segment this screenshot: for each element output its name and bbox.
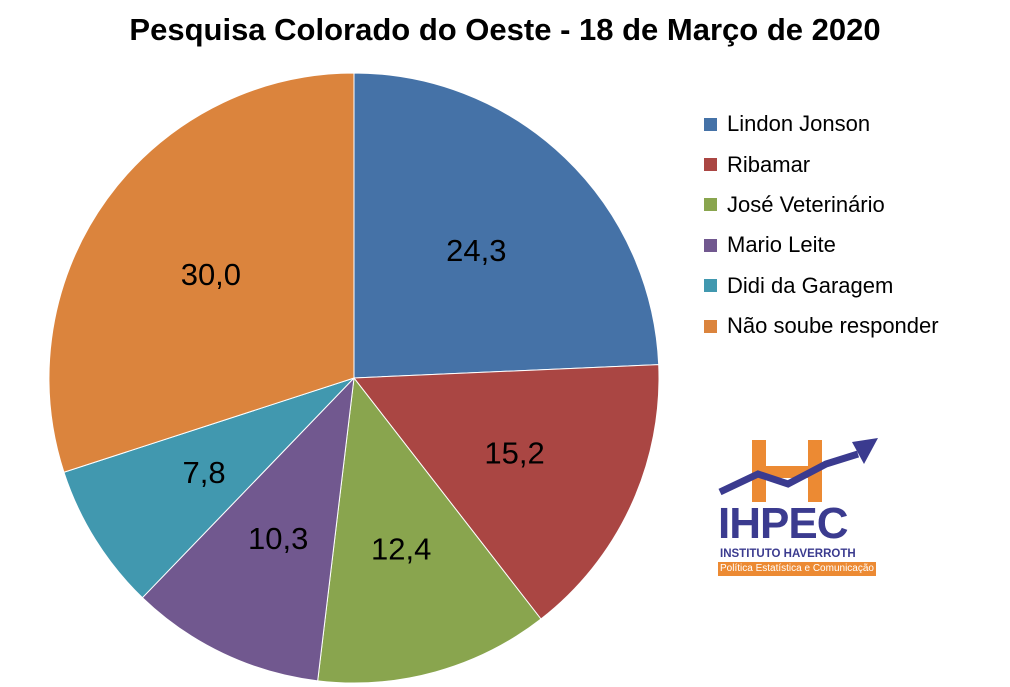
pie-slice-3 bbox=[317, 376, 542, 684]
ihpec-logo: IHPEC INSTITUTO HAVERROTH Política Estat… bbox=[718, 436, 880, 576]
data-label-3: 12,4 bbox=[371, 531, 431, 566]
data-label-6: 30,0 bbox=[181, 257, 241, 292]
legend-label: José Veterinário bbox=[727, 191, 885, 217]
legend-swatch bbox=[704, 279, 717, 293]
legend-label: Mario Leite bbox=[727, 232, 836, 258]
logo-tagline: Política Estatística e Comunicação bbox=[718, 562, 876, 576]
pie-slice-1 bbox=[353, 72, 660, 379]
legend-swatch bbox=[704, 158, 717, 172]
logo-wordmark: IHPEC bbox=[718, 499, 848, 548]
legend-item: Ribamar bbox=[704, 144, 939, 184]
legend-item: Lindon Jonson bbox=[704, 104, 939, 144]
legend-label: Lindon Jonson bbox=[727, 111, 871, 137]
legend-swatch bbox=[704, 238, 717, 252]
legend-swatch bbox=[704, 319, 717, 333]
legend-swatch bbox=[704, 117, 717, 131]
legend-item: Didi da Garagem bbox=[704, 266, 939, 306]
data-label-2: 15,2 bbox=[484, 435, 544, 470]
legend-item: Não soube responder bbox=[704, 306, 939, 346]
pie-slice-2 bbox=[353, 364, 660, 620]
data-label-4: 10,3 bbox=[248, 521, 308, 556]
pie-slice-5 bbox=[63, 377, 355, 599]
pie-slice-4 bbox=[141, 376, 355, 682]
legend-label: Didi da Garagem bbox=[727, 272, 894, 298]
logo-institute: INSTITUTO HAVERROTH bbox=[720, 548, 856, 560]
legend-label: Ribamar bbox=[727, 151, 811, 177]
legend-label: Não soube responder bbox=[727, 313, 939, 339]
data-label-1: 24,3 bbox=[446, 233, 506, 268]
chart-title: Pesquisa Colorado do Oeste - 18 de Março… bbox=[129, 12, 881, 47]
legend-item: José Veterinário bbox=[704, 185, 939, 225]
legend: Lindon Jonson Ribamar José Veterinário Mari… bbox=[704, 104, 939, 346]
legend-swatch bbox=[704, 198, 717, 212]
pie-slice-6 bbox=[48, 72, 355, 473]
data-label-5: 7,8 bbox=[182, 455, 225, 490]
legend-item: Mario Leite bbox=[704, 225, 939, 265]
logo-graphic bbox=[718, 438, 878, 502]
